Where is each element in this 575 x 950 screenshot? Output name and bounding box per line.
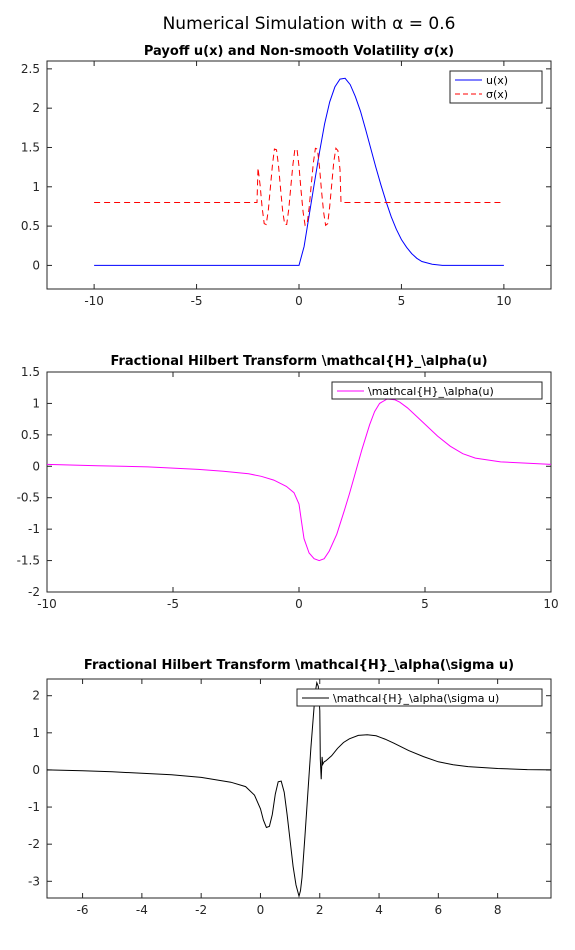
y-tick-label: 1.5 [21, 140, 40, 154]
y-tick-label: -0.5 [17, 491, 40, 505]
x-tick-label: -5 [191, 294, 203, 308]
series-line-0 [47, 398, 551, 562]
y-tick-label: -3 [28, 874, 40, 888]
panel-hilbert-transform-u: Fractional Hilbert Transform \mathcal{H}… [17, 354, 559, 611]
axes-title: Fractional Hilbert Transform \mathcal{H}… [110, 354, 487, 369]
series-line-0 [47, 680, 551, 898]
y-tick-label: 1 [32, 726, 40, 740]
x-tick-label: 4 [375, 903, 383, 917]
panel-hilbert-transform-sigma-u: Fractional Hilbert Transform \mathcal{H}… [28, 658, 552, 917]
x-tick-label: 10 [496, 294, 511, 308]
legend: u(x)σ(x) [449, 70, 543, 104]
axes-title: Payoff u(x) and Non-smooth Volatility σ(… [144, 44, 454, 59]
y-tick-label: -1 [28, 800, 40, 814]
legend-label: u(x) [486, 74, 508, 87]
y-tick-label: -2 [28, 837, 40, 851]
y-tick-label: 0 [32, 459, 40, 473]
y-tick-label: 1 [32, 180, 40, 194]
y-tick-label: 2 [32, 101, 40, 115]
x-tick-label: 10 [543, 597, 558, 611]
x-tick-label: 6 [435, 903, 443, 917]
legend-label: \mathcal{H}_\alpha(u) [368, 385, 494, 398]
x-tick-label: -10 [37, 597, 57, 611]
axes-title: Fractional Hilbert Transform \mathcal{H}… [84, 658, 514, 673]
x-tick-label: 0 [295, 294, 303, 308]
y-tick-label: 0.5 [21, 219, 40, 233]
legend-box [296, 688, 543, 707]
y-tick-label: -1 [28, 522, 40, 536]
series-line-0 [94, 77, 504, 266]
x-tick-label: 8 [494, 903, 502, 917]
x-tick-label: -6 [77, 903, 89, 917]
x-tick-label: 5 [398, 294, 406, 308]
y-tick-label: 1 [32, 396, 40, 410]
figure-suptitle: Numerical Simulation with α = 0.6 [163, 14, 456, 34]
legend-box [449, 70, 543, 104]
x-tick-label: 0 [257, 903, 265, 917]
legend: \mathcal{H}_\alpha(u) [331, 381, 543, 400]
y-tick-label: 2 [32, 689, 40, 703]
panel-payoff-volatility: Payoff u(x) and Non-smooth Volatility σ(… [21, 44, 552, 308]
y-tick-label: -2 [28, 585, 40, 599]
x-tick-label: 5 [421, 597, 429, 611]
y-tick-label: 1.5 [21, 365, 40, 379]
legend-box [331, 381, 543, 400]
x-tick-label: 2 [316, 903, 324, 917]
axes-frame [46, 678, 552, 899]
x-tick-label: -10 [84, 294, 104, 308]
x-tick-label: -4 [136, 903, 148, 917]
axes-frame [46, 371, 552, 593]
y-tick-label: 2.5 [21, 62, 40, 76]
x-tick-label: -2 [195, 903, 207, 917]
y-tick-label: 0.5 [21, 428, 40, 442]
y-tick-label: 0 [32, 258, 40, 272]
legend: \mathcal{H}_\alpha(\sigma u) [296, 688, 543, 707]
legend-label: \mathcal{H}_\alpha(\sigma u) [333, 692, 499, 705]
x-tick-label: -5 [167, 597, 179, 611]
y-tick-label: -1.5 [17, 554, 40, 568]
x-tick-label: 0 [295, 597, 303, 611]
y-tick-label: 0 [32, 763, 40, 777]
legend-label: σ(x) [486, 88, 508, 101]
